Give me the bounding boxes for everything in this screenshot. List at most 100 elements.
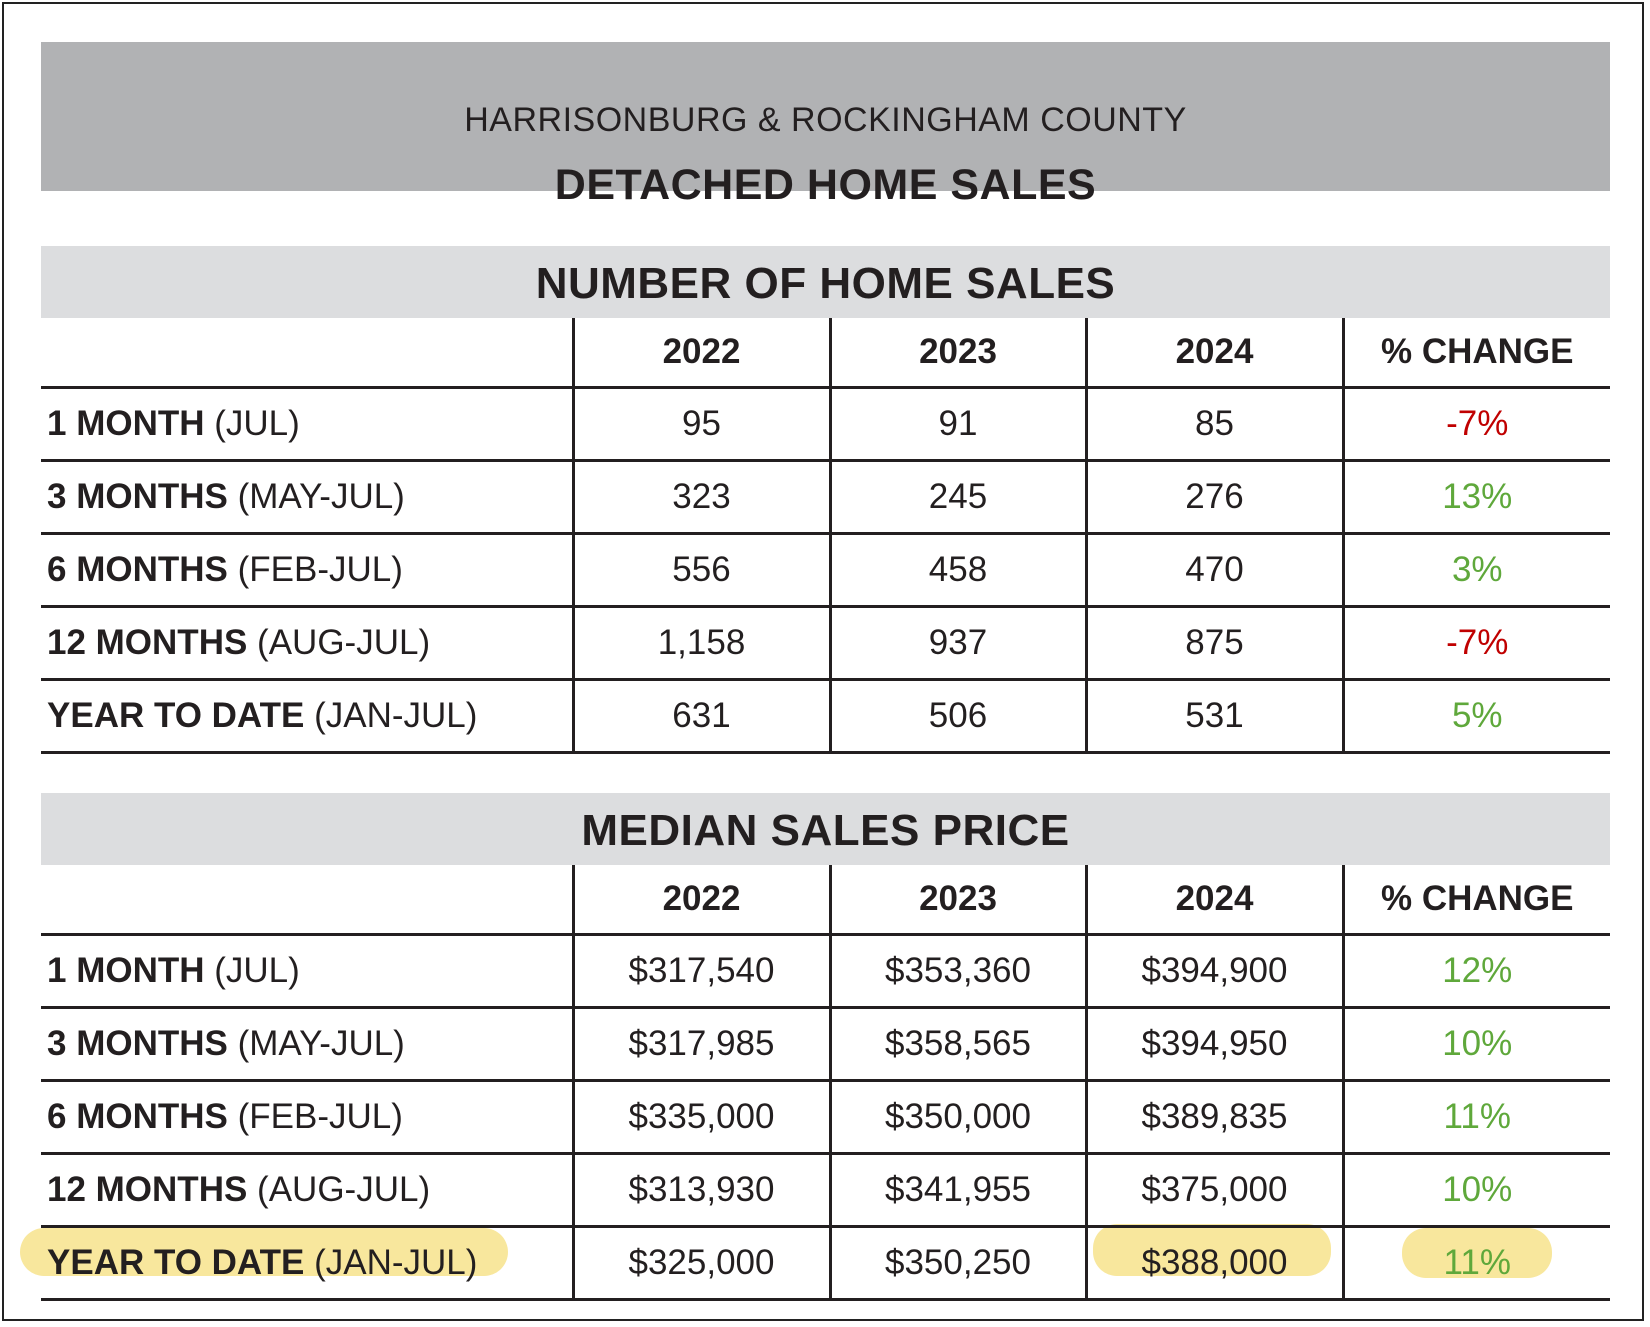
row-range: (MAY-JUL) bbox=[237, 477, 405, 516]
report-title: DETACHED HOME SALES bbox=[554, 161, 1097, 209]
value-cell: 531 bbox=[1084, 679, 1343, 754]
row-period: 6 MONTHS bbox=[47, 1097, 228, 1136]
value-cell: $394,900 bbox=[1084, 934, 1343, 1009]
section-heading: NUMBER OF HOME SALES bbox=[41, 246, 1610, 318]
value-cell: 556 bbox=[571, 533, 830, 608]
table-header-row: 2022 2023 2024 % CHANGE bbox=[41, 318, 1610, 389]
prices-section: MEDIAN SALES PRICE 2022 2023 2024 % CHAN… bbox=[41, 793, 1610, 1301]
value-cell: $317,540 bbox=[571, 934, 830, 1009]
row-range: (JUL) bbox=[214, 951, 300, 990]
row-label-header bbox=[41, 318, 573, 389]
table-row: 1 MONTH (JUL) 95 91 85 -7% bbox=[41, 387, 1610, 462]
change-cell: -7% bbox=[1341, 387, 1610, 462]
row-label: 3 MONTHS (MAY-JUL) bbox=[41, 1007, 573, 1082]
value-cell: 95 bbox=[571, 387, 830, 462]
value-cell: $394,950 bbox=[1084, 1007, 1343, 1082]
row-period: YEAR TO DATE bbox=[47, 696, 305, 735]
row-period: YEAR TO DATE bbox=[47, 1243, 305, 1282]
row-period: 1 MONTH bbox=[47, 404, 205, 443]
table-row: 1 MONTH (JUL) $317,540 $353,360 $394,900 12% bbox=[41, 934, 1610, 1009]
prices-table: 2022 2023 2024 % CHANGE 1 MONTH (JUL) $31… bbox=[41, 865, 1610, 1301]
value-cell: $389,835 bbox=[1084, 1080, 1343, 1155]
value-cell: $335,000 bbox=[571, 1080, 830, 1155]
column-header: 2022 bbox=[571, 865, 830, 936]
table-row: 12 MONTHS (AUG-JUL) 1,158 937 875 -7% bbox=[41, 606, 1610, 681]
row-label: 12 MONTHS (AUG-JUL) bbox=[41, 606, 573, 681]
row-label: 6 MONTHS (FEB-JUL) bbox=[41, 1080, 573, 1155]
value-cell: 276 bbox=[1084, 460, 1343, 535]
change-cell: 10% bbox=[1341, 1153, 1610, 1228]
change-cell: 12% bbox=[1341, 934, 1610, 1009]
row-period: 1 MONTH bbox=[47, 951, 205, 990]
value-cell: 470 bbox=[1084, 533, 1343, 608]
row-range: (JAN-JUL) bbox=[314, 1243, 478, 1282]
value-cell: 1,158 bbox=[571, 606, 830, 681]
sales-section: NUMBER OF HOME SALES 2022 2023 2024 % CH… bbox=[41, 246, 1610, 754]
value-cell: $313,930 bbox=[571, 1153, 830, 1228]
table-header-row: 2022 2023 2024 % CHANGE bbox=[41, 865, 1610, 936]
sales-table: 2022 2023 2024 % CHANGE 1 MONTH (JUL) 95 9… bbox=[41, 318, 1610, 754]
value-cell: 875 bbox=[1084, 606, 1343, 681]
column-header: 2023 bbox=[828, 318, 1086, 389]
row-label: 12 MONTHS (AUG-JUL) bbox=[41, 1153, 573, 1228]
section-heading: MEDIAN SALES PRICE bbox=[41, 793, 1610, 865]
row-range: (JAN-JUL) bbox=[314, 696, 478, 735]
row-label: YEAR TO DATE (JAN-JUL) bbox=[41, 1226, 573, 1301]
row-range: (FEB-JUL) bbox=[237, 550, 403, 589]
value-cell: $350,000 bbox=[828, 1080, 1086, 1155]
row-range: (AUG-JUL) bbox=[257, 623, 431, 662]
table-row: 3 MONTHS (MAY-JUL) 323 245 276 13% bbox=[41, 460, 1610, 535]
change-cell: 11% bbox=[1341, 1226, 1610, 1301]
column-header: 2024 bbox=[1084, 318, 1343, 389]
row-range: (FEB-JUL) bbox=[237, 1097, 403, 1136]
row-range: (AUG-JUL) bbox=[257, 1170, 431, 1209]
value-cell: 323 bbox=[571, 460, 830, 535]
row-period: 3 MONTHS bbox=[47, 1024, 228, 1063]
table-row: YEAR TO DATE (JAN-JUL) 631 506 531 5% bbox=[41, 679, 1610, 754]
value-cell: $317,985 bbox=[571, 1007, 830, 1082]
row-period: 3 MONTHS bbox=[47, 477, 228, 516]
value-cell: 631 bbox=[571, 679, 830, 754]
value-cell: $341,955 bbox=[828, 1153, 1086, 1228]
value-cell: 458 bbox=[828, 533, 1086, 608]
value-cell: 506 bbox=[828, 679, 1086, 754]
row-label: 6 MONTHS (FEB-JUL) bbox=[41, 533, 573, 608]
report-subtitle: HARRISONBURG & ROCKINGHAM COUNTY bbox=[464, 101, 1187, 139]
row-label: YEAR TO DATE (JAN-JUL) bbox=[41, 679, 573, 754]
column-header: % CHANGE bbox=[1341, 865, 1610, 936]
value-cell: 937 bbox=[828, 606, 1086, 681]
row-period: 6 MONTHS bbox=[47, 550, 228, 589]
row-label-header bbox=[41, 865, 573, 936]
value-cell: $375,000 bbox=[1084, 1153, 1343, 1228]
column-header: 2024 bbox=[1084, 865, 1343, 936]
row-period: 12 MONTHS bbox=[47, 1170, 248, 1209]
table-row: 6 MONTHS (FEB-JUL) $335,000 $350,000 $389,8… bbox=[41, 1080, 1610, 1155]
row-period: 12 MONTHS bbox=[47, 623, 248, 662]
column-header: 2023 bbox=[828, 865, 1086, 936]
table-row: YEAR TO DATE (JAN-JUL) $325,000 $350,250 $3… bbox=[41, 1226, 1610, 1301]
value-cell: 245 bbox=[828, 460, 1086, 535]
title-banner: HARRISONBURG & ROCKINGHAM COUNTY DETACHE… bbox=[41, 42, 1610, 209]
row-range: (JUL) bbox=[214, 404, 300, 443]
value-cell: 91 bbox=[828, 387, 1086, 462]
value-cell: $350,250 bbox=[828, 1226, 1086, 1301]
change-cell: 10% bbox=[1341, 1007, 1610, 1082]
change-cell: 5% bbox=[1341, 679, 1610, 754]
change-cell: -7% bbox=[1341, 606, 1610, 681]
column-header: % CHANGE bbox=[1341, 318, 1610, 389]
value-cell: $325,000 bbox=[571, 1226, 830, 1301]
table-row: 6 MONTHS (FEB-JUL) 556 458 470 3% bbox=[41, 533, 1610, 608]
row-label: 3 MONTHS (MAY-JUL) bbox=[41, 460, 573, 535]
change-cell: 11% bbox=[1341, 1080, 1610, 1155]
change-cell: 13% bbox=[1341, 460, 1610, 535]
row-range: (MAY-JUL) bbox=[237, 1024, 405, 1063]
row-label: 1 MONTH (JUL) bbox=[41, 387, 573, 462]
table-row: 12 MONTHS (AUG-JUL) $313,930 $341,955 $375,… bbox=[41, 1153, 1610, 1228]
column-header: 2022 bbox=[571, 318, 830, 389]
row-label: 1 MONTH (JUL) bbox=[41, 934, 573, 1009]
change-cell: 3% bbox=[1341, 533, 1610, 608]
value-cell: $358,565 bbox=[828, 1007, 1086, 1082]
value-cell: 85 bbox=[1084, 387, 1343, 462]
value-cell: $353,360 bbox=[828, 934, 1086, 1009]
